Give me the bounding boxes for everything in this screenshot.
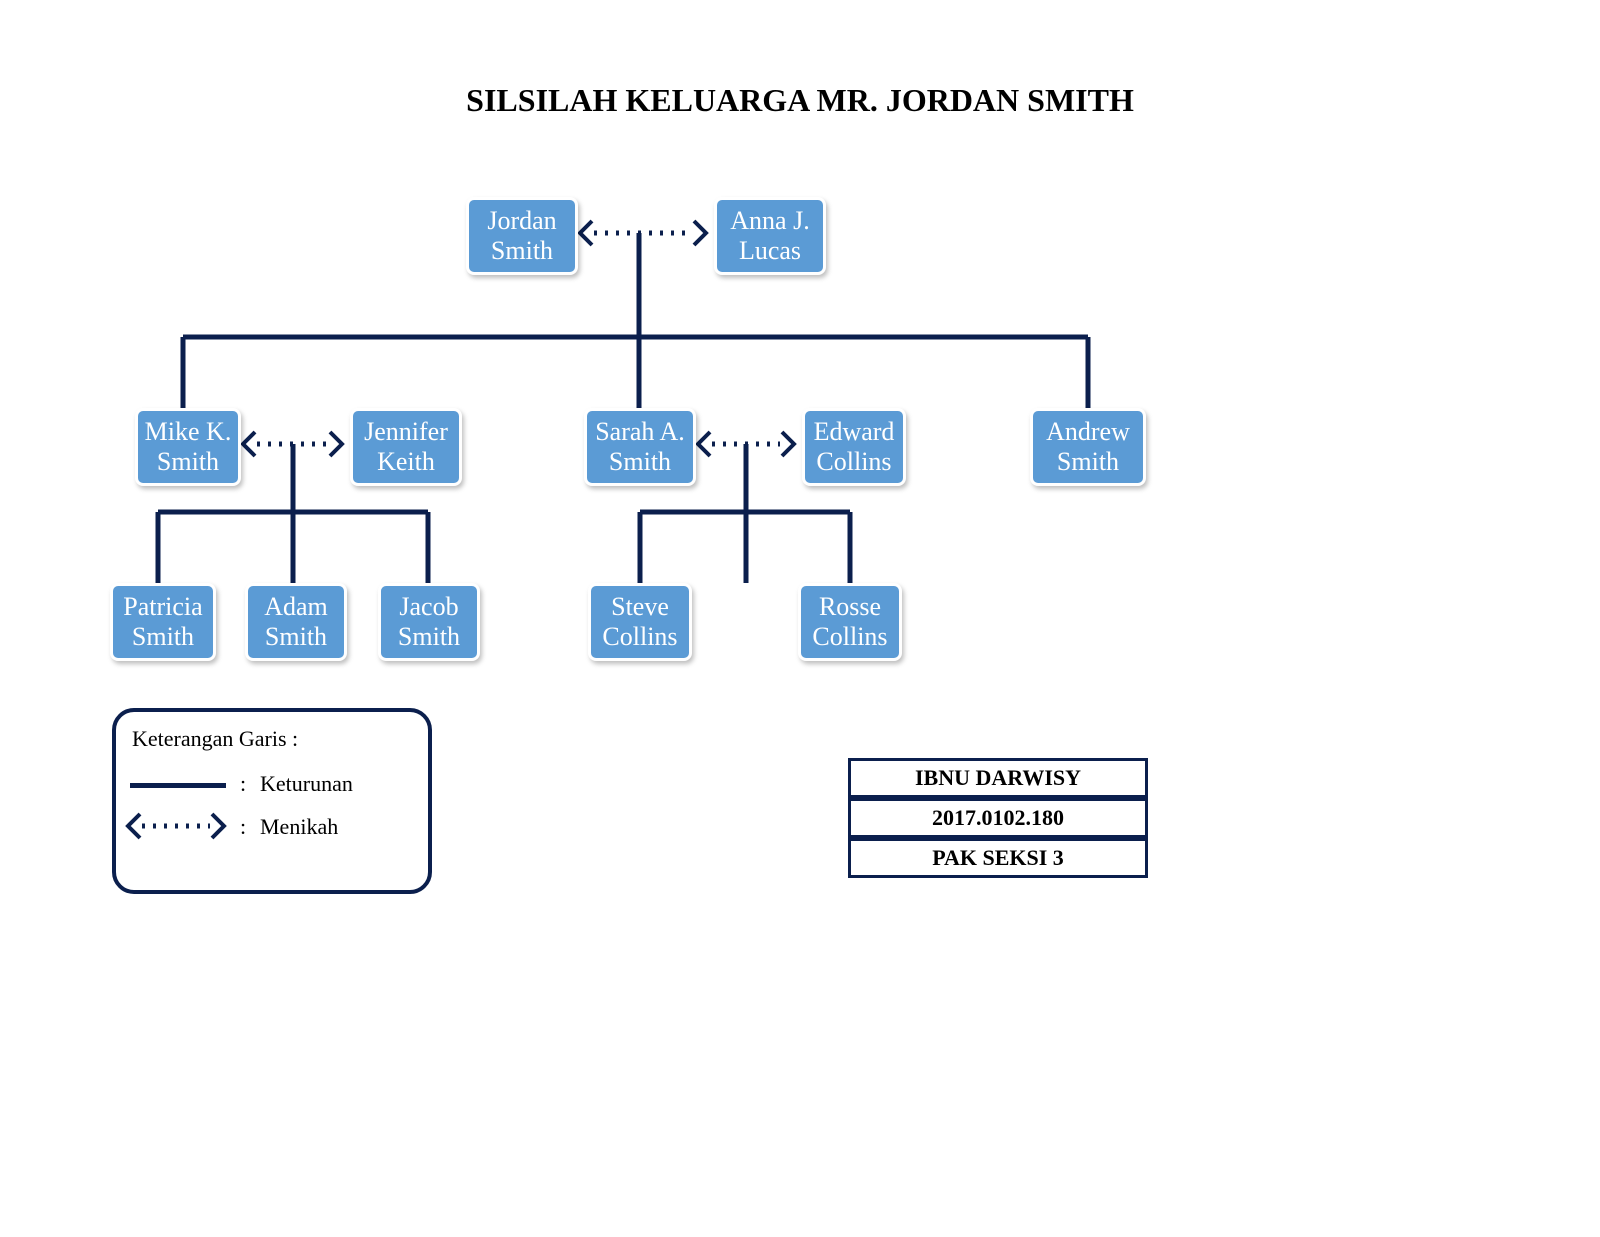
legend-solid-line-icon — [130, 783, 226, 788]
legend-dotted-arrow-icon — [124, 811, 228, 841]
info-author-id: 2017.0102.180 — [848, 798, 1148, 838]
node-mike-smith: Mike K.Smith — [135, 408, 241, 486]
info-section: PAK SEKSI 3 — [848, 838, 1148, 878]
legend-colon: : — [240, 814, 246, 840]
node-sarah-smith: Sarah A.Smith — [584, 408, 696, 486]
node-steve-collins: SteveCollins — [588, 583, 692, 661]
node-edward-collins: EdwardCollins — [802, 408, 906, 486]
node-adam-smith: AdamSmith — [245, 583, 347, 661]
diagram-canvas: SILSILAH KELUARGA MR. JORDAN SMITH Jorda… — [0, 0, 1600, 1237]
node-andrew-smith: AndrewSmith — [1030, 408, 1146, 486]
info-author-name: IBNU DARWISY — [848, 758, 1148, 798]
node-jacob-smith: JacobSmith — [378, 583, 480, 661]
legend-label-menikah: Menikah — [260, 814, 338, 840]
legend-colon: : — [240, 771, 246, 797]
node-jennifer-keith: JenniferKeith — [350, 408, 462, 486]
node-anna-lucas: Anna J.Lucas — [714, 197, 826, 275]
legend-label-keturunan: Keturunan — [260, 771, 353, 797]
legend-title: Keterangan Garis : — [132, 726, 298, 752]
node-jordan-smith: JordanSmith — [466, 197, 578, 275]
node-patricia-smith: PatriciaSmith — [110, 583, 216, 661]
node-rosse-collins: RosseCollins — [798, 583, 902, 661]
